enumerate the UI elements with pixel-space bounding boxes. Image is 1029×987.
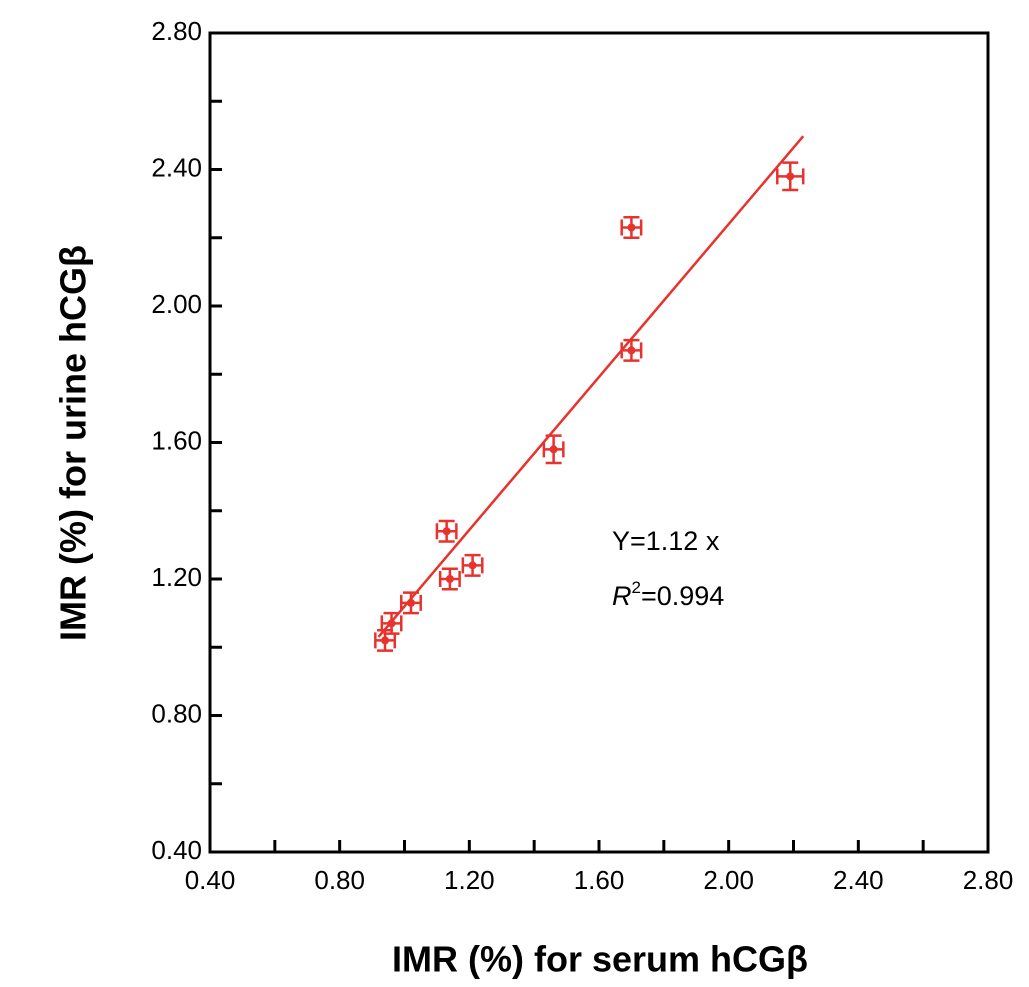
y-tick-label: 2.40: [151, 152, 202, 182]
fit-line: [377, 135, 805, 638]
point: [786, 172, 795, 181]
x-tick-label: 2.80: [963, 865, 1014, 895]
r-value: =0.994: [641, 581, 724, 611]
x-tick-label: 0.40: [185, 865, 236, 895]
x-tick-label: 2.40: [833, 865, 884, 895]
point: [387, 619, 396, 628]
point: [406, 598, 415, 607]
x-tick-label: 0.80: [314, 865, 365, 895]
y-tick-label: 0.80: [151, 698, 202, 728]
r-symbol: R: [612, 581, 632, 611]
r-power: 2: [632, 578, 641, 597]
x-tick-label: 2.00: [703, 865, 754, 895]
x-axis-title: IMR (%) for serum hCGβ: [392, 939, 808, 980]
point: [627, 223, 636, 232]
point: [549, 445, 558, 454]
y-tick-label: 0.40: [151, 835, 202, 865]
point: [381, 636, 390, 645]
equation: Y=1.12 x: [612, 526, 720, 556]
point: [468, 561, 477, 570]
point: [627, 346, 636, 355]
y-tick-label: 1.60: [151, 425, 202, 455]
plot-frame: [208, 31, 990, 854]
y-tick-label: 2.00: [151, 289, 202, 319]
y-tick-label: 2.80: [151, 16, 202, 46]
point: [445, 575, 454, 583]
x-tick-label: 1.60: [574, 865, 625, 895]
point: [442, 527, 451, 536]
x-tick-label: 1.20: [444, 865, 495, 895]
r-squared: R2=0.994: [612, 578, 724, 611]
y-axis-title: IMR (%) for urine hCGβ: [53, 245, 94, 641]
y-tick-label: 1.20: [151, 562, 202, 592]
